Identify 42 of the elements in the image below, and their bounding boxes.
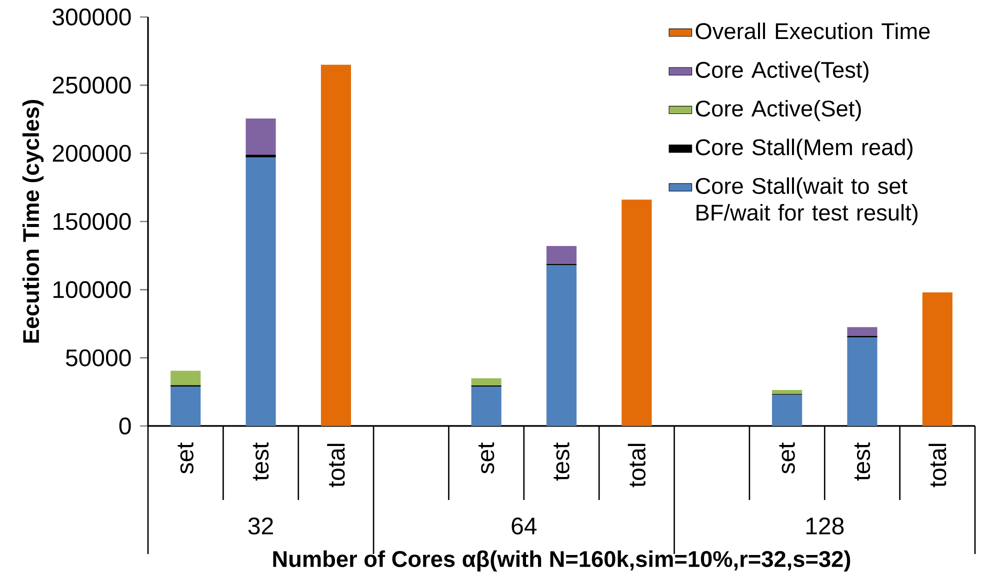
text: 32 [248, 517, 273, 534]
y-tick-label: 100000 [53, 281, 131, 298]
bar [922, 292, 952, 426]
x-tick-label: total [628, 444, 646, 488]
bar [622, 200, 652, 426]
x-tick-label: test [854, 442, 870, 481]
x-tick-label: total [928, 444, 946, 488]
x-tick-label: set [178, 442, 194, 474]
y-tick-label: 150000 [53, 212, 131, 230]
bar [246, 118, 276, 155]
text: 64 [512, 517, 537, 534]
x-tick-label: test [252, 442, 269, 481]
bar [847, 337, 878, 426]
x-tick-label: set [478, 442, 494, 474]
legend-label: Core Stall(Mem read) [696, 138, 912, 160]
bar [246, 157, 276, 426]
bar [170, 386, 201, 426]
bar [772, 394, 802, 426]
bar [170, 370, 201, 386]
bar [471, 386, 502, 426]
x-tick-label: test [554, 442, 570, 481]
text: 128 [806, 517, 844, 534]
legend-label: Core Stall(wait to set BF/wait for test result) [696, 177, 918, 226]
bar [471, 378, 502, 386]
bar [546, 265, 577, 426]
y-tick-label: 0 [119, 417, 131, 434]
bar [772, 390, 802, 394]
x-tick-label: set [779, 442, 795, 474]
y-tick-label: 50000 [66, 349, 131, 366]
bar [320, 64, 351, 426]
x-tick-label: total [327, 444, 345, 488]
bar [546, 246, 577, 264]
bar [847, 327, 878, 336]
bar [246, 154, 276, 158]
legend-label: Core Active(Set) [696, 100, 861, 122]
y-tick-label: 200000 [52, 144, 131, 162]
legend-label: Overall Execution Time [696, 22, 930, 40]
y-axis-title: Eecution Time (cycles) [22, 100, 44, 343]
y-tick-label: 250000 [52, 76, 131, 94]
x-axis-title: Number of Cores αβ(with N=160k,sim=10%,r=32,s=32) [273, 550, 850, 572]
legend-label: Core Active(Test) [696, 61, 868, 82]
y-tick-label: 300000 [52, 8, 131, 26]
